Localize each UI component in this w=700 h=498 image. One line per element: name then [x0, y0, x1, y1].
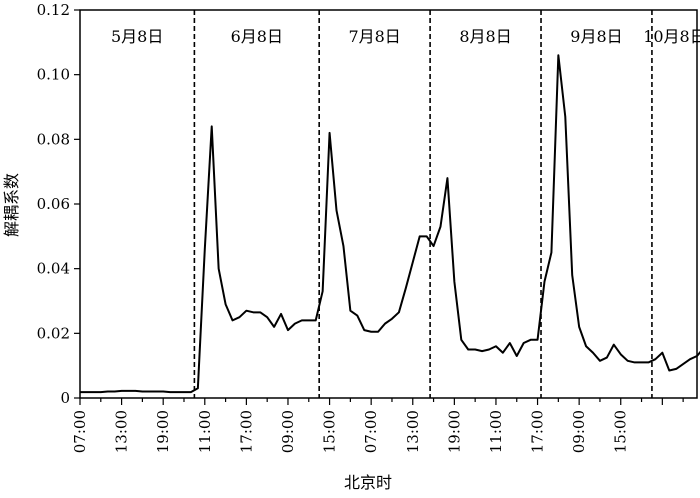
y-tick-label: 0.06 — [37, 195, 70, 213]
y-ticks: 0 0.02 0.04 0.06 0.08 0.10 0.12 — [37, 1, 80, 407]
segment-dividers — [193, 10, 653, 398]
y-axis-title: 解耦系数 — [2, 173, 21, 237]
x-tick-label: 13:00 — [404, 410, 422, 453]
x-tick-label: 09:00 — [570, 410, 588, 453]
segment-labels: 5月8日 6月8日 7月8日 8月8日 9月8日 10月8日 — [111, 27, 700, 46]
x-ticks: 07:00 13:00 19:00 11:00 17:00 09:00 15:00 07:00… — [71, 398, 684, 453]
y-tick-label: 0.12 — [37, 1, 70, 19]
x-tick-label: 13:00 — [113, 410, 131, 453]
x-tick-label: 07:00 — [71, 410, 89, 453]
x-tick-label: 19:00 — [154, 410, 172, 453]
segment-label: 10月8日 — [643, 27, 700, 46]
x-tick-label: 17:00 — [529, 410, 547, 453]
x-tick-label: 15:00 — [612, 410, 630, 453]
segment-label: 8月8日 — [459, 27, 511, 46]
x-tick-label: 19:00 — [445, 410, 463, 453]
plot-frame — [79, 9, 698, 399]
x-tick-label: 09:00 — [279, 410, 297, 453]
x-axis-title: 北京时 — [344, 473, 392, 492]
y-tick-label: 0.02 — [37, 324, 70, 342]
x-tick-label: 11:00 — [196, 410, 214, 453]
y-tick-label: 0 — [60, 389, 70, 407]
segment-label: 7月8日 — [348, 27, 400, 46]
x-tick-label: 15:00 — [321, 410, 339, 453]
segment-label: 6月8日 — [231, 27, 283, 46]
series-line — [80, 54, 700, 394]
y-tick-label: 0.08 — [37, 130, 70, 148]
segment-label: 9月8日 — [570, 27, 622, 46]
x-tick-label: 07:00 — [362, 410, 380, 453]
x-tick-label: 11:00 — [487, 410, 505, 453]
segment-label: 5月8日 — [111, 27, 163, 46]
x-tick-label: 17:00 — [237, 410, 255, 453]
y-tick-label: 0.04 — [37, 260, 70, 278]
y-tick-label: 0.10 — [37, 66, 70, 84]
